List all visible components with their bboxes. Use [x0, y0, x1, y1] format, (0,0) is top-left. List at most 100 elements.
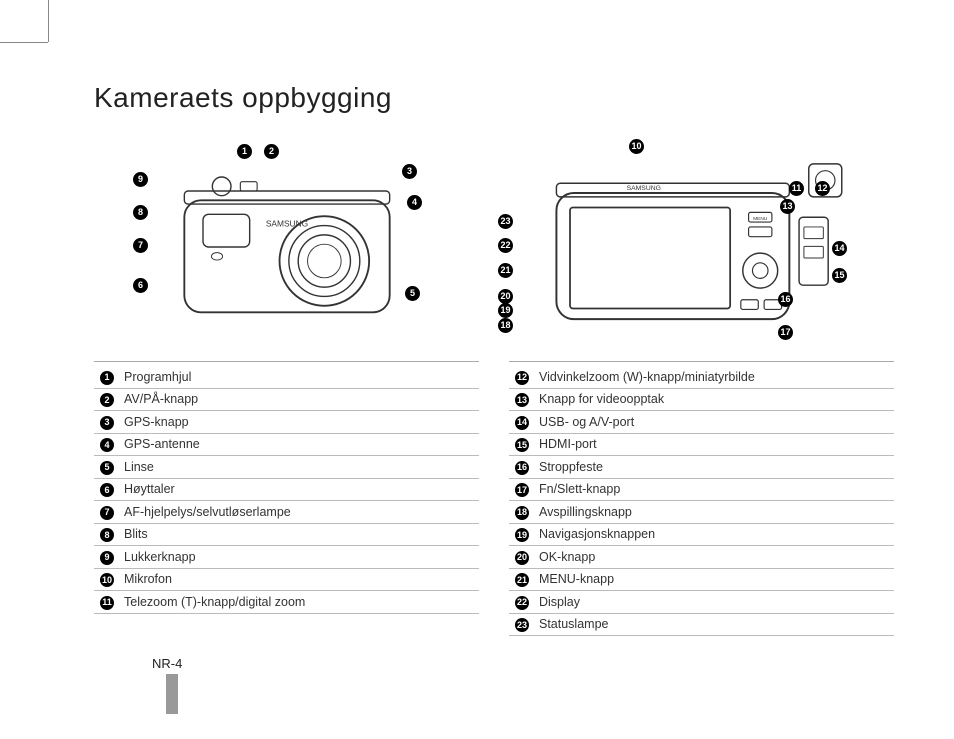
legend-row: 16Stroppfeste	[509, 456, 894, 479]
circle-number-icon: 7	[133, 238, 148, 253]
legend-row: 8Blits	[94, 523, 479, 546]
circle-number-icon: 9	[100, 551, 114, 565]
legend-label: Høyttaler	[122, 478, 479, 501]
legend-number-cell: 6	[94, 478, 122, 501]
legend-number-cell: 22	[509, 591, 537, 614]
legend-label: GPS-knapp	[122, 411, 479, 434]
circle-number-icon: 14	[515, 416, 529, 430]
circle-number-icon: 15	[515, 438, 529, 452]
diagram-callout: 2	[264, 141, 279, 159]
svg-text:SAMSUNG: SAMSUNG	[626, 185, 660, 192]
circle-number-icon: 9	[133, 172, 148, 187]
diagram-callout: 6	[133, 275, 148, 293]
legend-number-cell: 16	[509, 456, 537, 479]
legend-row: 9 Lukkerknapp	[94, 546, 479, 569]
diagram-callout: 10	[629, 136, 644, 154]
legend-number-cell: 1	[94, 366, 122, 388]
legend-label: Stroppfeste	[537, 456, 894, 479]
circle-number-icon: 4	[407, 195, 422, 210]
legend-row: 5Linse	[94, 456, 479, 479]
circle-number-icon: 2	[264, 144, 279, 159]
circle-number-icon: 4	[100, 438, 114, 452]
legend-label: Avspillingsknapp	[537, 501, 894, 524]
legend-row: 22Display	[509, 591, 894, 614]
circle-number-icon: 14	[832, 241, 847, 256]
circle-number-icon: 22	[498, 238, 513, 253]
diagram-callout: 1	[237, 141, 252, 159]
legend-number-cell: 8	[94, 523, 122, 546]
diagram-callout: 9	[133, 169, 148, 187]
circle-number-icon: 15	[832, 268, 847, 283]
circle-number-icon: 3	[100, 416, 114, 430]
legend-number-cell: 2	[94, 388, 122, 411]
legend-number-cell: 20	[509, 546, 537, 569]
diagram-callout: 17	[778, 322, 793, 340]
legend-number-cell: 23	[509, 613, 537, 636]
legend-row: 6 Høyttaler	[94, 478, 479, 501]
diagram-callout: 13	[780, 196, 795, 214]
diagram-callout: 7	[133, 235, 148, 253]
legend-number-cell: 9	[94, 546, 122, 569]
circle-number-icon: 17	[778, 325, 793, 340]
legend-label: HDMI-port	[537, 433, 894, 456]
circle-number-icon: 12	[815, 181, 830, 196]
diagram-callout: 15	[832, 265, 847, 283]
diagram-callout: 16	[778, 289, 793, 307]
circle-number-icon: 13	[515, 393, 529, 407]
legend-row: 19Navigasjonsknappen	[509, 523, 894, 546]
circle-number-icon: 18	[515, 506, 529, 520]
camera-front-svg: SAMSUNG	[147, 163, 427, 331]
legend-number-cell: 13	[509, 388, 537, 411]
circle-number-icon: 1	[237, 144, 252, 159]
diagram-callout: 23	[498, 211, 513, 229]
legend-label: Lukkerknapp	[122, 546, 479, 569]
circle-number-icon: 11	[100, 596, 114, 610]
legend-label: Telezoom (T)-knapp/digital zoom	[122, 591, 479, 614]
legend-row: 18 Avspillingsknapp	[509, 501, 894, 524]
diagram-callout: 20	[498, 286, 513, 304]
legend-number-cell: 15	[509, 433, 537, 456]
circle-number-icon: 22	[515, 596, 529, 610]
page-title: Kameraets oppbygging	[94, 82, 894, 114]
legend-row: 4GPS-antenne	[94, 433, 479, 456]
circle-number-icon: 19	[515, 528, 529, 542]
legend-label: Programhjul	[122, 366, 479, 388]
circle-number-icon: 3	[402, 164, 417, 179]
legend-number-cell: 18	[509, 501, 537, 524]
circle-number-icon: 6	[100, 483, 114, 497]
circle-number-icon: 13	[780, 199, 795, 214]
legend-label: Statuslampe	[537, 613, 894, 636]
circle-number-icon: 8	[100, 528, 114, 542]
circle-number-icon: 8	[133, 205, 148, 220]
legend-row: 14 USB- og A/V-port	[509, 411, 894, 434]
legend-number-cell: 14	[509, 411, 537, 434]
circle-number-icon: 16	[778, 292, 793, 307]
legend-row: 10Mikrofon	[94, 568, 479, 591]
legend-label: MENU-knapp	[537, 568, 894, 591]
legend-row: 7AF-hjelpelys/selvutløserlampe	[94, 501, 479, 524]
legend-number-cell: 12	[509, 366, 537, 388]
legend-label: OK-knapp	[537, 546, 894, 569]
page-number: NR-4	[152, 656, 182, 671]
page-tab	[166, 674, 178, 714]
legend-row: 1 Programhjul	[94, 366, 479, 388]
circle-number-icon: 5	[405, 286, 420, 301]
circle-number-icon: 20	[515, 551, 529, 565]
legend-label: Mikrofon	[122, 568, 479, 591]
diagram-callout: 14	[832, 238, 847, 256]
legend-row: 21MENU-knapp	[509, 568, 894, 591]
legend-row: 13Knapp for videoopptak	[509, 388, 894, 411]
camera-front-diagram: SAMSUNG	[94, 132, 479, 362]
legend-label: USB- og A/V-port	[537, 411, 894, 434]
circle-number-icon: 21	[498, 263, 513, 278]
legend-row: 15 HDMI-port	[509, 433, 894, 456]
legend-row: 3 GPS-knapp	[94, 411, 479, 434]
diagram-callout: 5	[405, 283, 420, 301]
legend-number-cell: 5	[94, 456, 122, 479]
columns: SAMSUNG 1 Programhjul2AV/PÅ-knapp 3 GPS-kna…	[94, 132, 894, 636]
legend-row: 2AV/PÅ-knapp	[94, 388, 479, 411]
circle-number-icon: 23	[515, 618, 529, 632]
legend-label: Vidvinkelzoom (W)-knapp/miniatyrbilde	[537, 366, 894, 388]
diagram-callout: 8	[133, 202, 148, 220]
circle-number-icon: 1	[100, 371, 114, 385]
